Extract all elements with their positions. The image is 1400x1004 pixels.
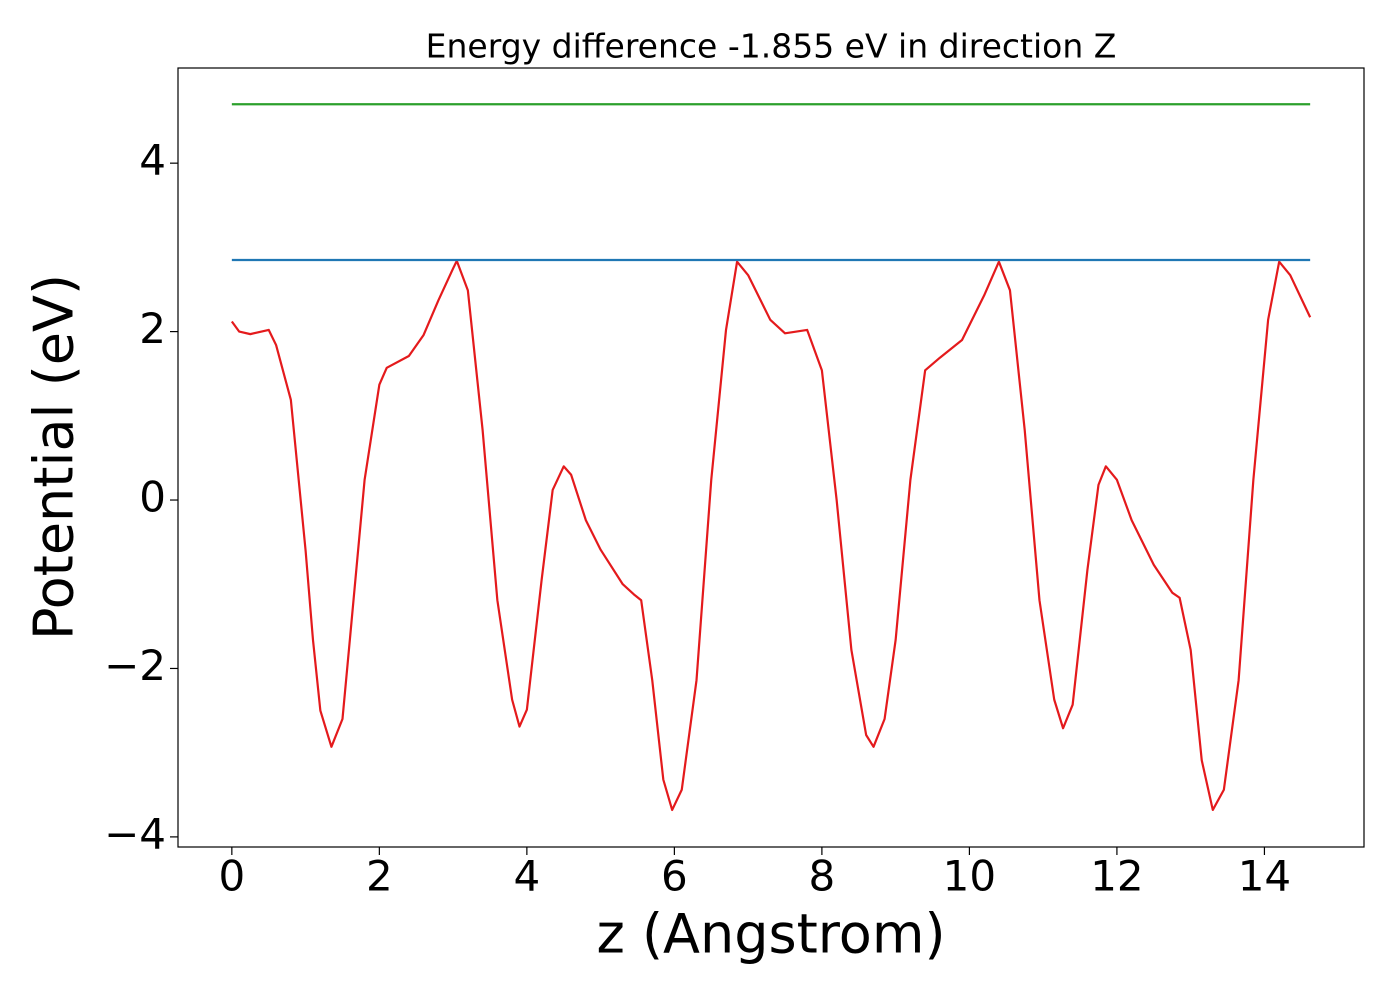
y-axis-label: Potential (eV) — [23, 274, 86, 640]
x-axis-label: z (Angstrom) — [596, 903, 945, 966]
x-tick-label: 10 — [943, 852, 996, 901]
x-tick-label: 4 — [513, 852, 540, 901]
plot-frame — [177, 67, 1365, 848]
x-tick-label: 12 — [1090, 852, 1143, 901]
x-tick-label: 8 — [809, 852, 836, 901]
y-tick-label: 0 — [139, 473, 166, 522]
chart-title: Energy difference -1.855 eV in direction… — [426, 27, 1117, 66]
y-tick-label: −4 — [104, 809, 166, 858]
x-tick-label: 6 — [661, 852, 688, 901]
x-tick-label: 0 — [218, 852, 245, 901]
x-tick-label: 2 — [366, 852, 393, 901]
y-tick-label: 4 — [139, 136, 166, 185]
x-tick-label: 14 — [1238, 852, 1291, 901]
y-tick-label: −2 — [104, 641, 166, 690]
y-tick-label: 2 — [139, 304, 166, 353]
series-line — [230, 259, 1312, 812]
